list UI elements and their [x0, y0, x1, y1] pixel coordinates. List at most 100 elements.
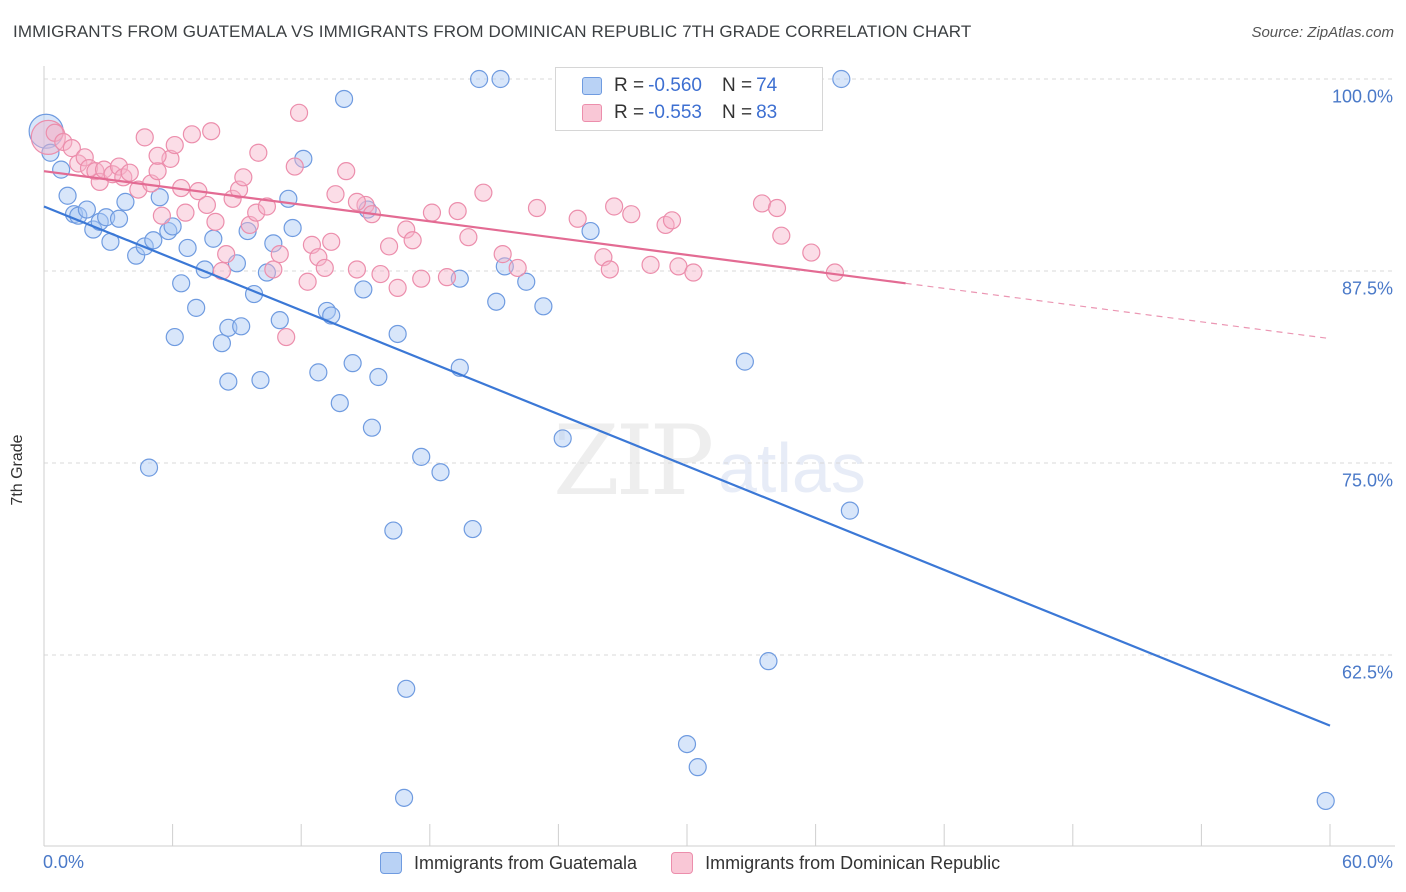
data-point-guatemala — [384, 521, 403, 540]
data-point-dominican — [182, 125, 201, 144]
stats-legend: R = -0.560 N = 74 R = -0.553 N = 83 — [555, 67, 823, 131]
data-point-dominican — [212, 261, 231, 281]
data-point-dominican — [767, 198, 787, 218]
data-point-dominican — [662, 211, 682, 230]
data-point-dominican — [600, 260, 619, 279]
data-point-guatemala — [412, 447, 431, 466]
chart-title: IMMIGRANTS FROM GUATEMALA VS IMMIGRANTS … — [13, 22, 972, 41]
data-point-guatemala — [163, 217, 182, 236]
data-point-dominican — [379, 237, 399, 256]
x-tick-label-min: 0.0% — [43, 852, 85, 872]
data-point-guatemala — [517, 272, 536, 291]
data-point-guatemala — [187, 298, 206, 317]
legend-swatch-guatemala — [380, 852, 402, 874]
data-point-guatemala — [394, 788, 414, 807]
data-point-dominican — [641, 255, 660, 274]
data-point-guatemala — [172, 274, 191, 293]
data-point-guatemala — [362, 418, 382, 437]
data-point-dominican — [493, 245, 512, 264]
data-point-guatemala — [212, 334, 231, 353]
data-point-guatemala — [491, 69, 510, 89]
data-point-dominican — [403, 231, 422, 250]
data-point-guatemala — [487, 292, 506, 311]
data-point-guatemala — [463, 519, 482, 539]
data-point-guatemala — [178, 238, 197, 258]
data-point-dominican — [388, 278, 407, 297]
data-point-guatemala — [219, 372, 238, 391]
data-point-guatemala — [840, 501, 859, 520]
data-point-dominican — [422, 203, 442, 222]
data-point-guatemala — [150, 188, 169, 207]
legend-r-value: -0.553 — [648, 102, 702, 123]
data-point-dominican — [309, 248, 328, 267]
data-point-guatemala — [534, 297, 553, 316]
data-point-guatemala — [139, 458, 159, 477]
data-point-dominican — [347, 260, 367, 279]
source-label: Source: ZipAtlas.com — [1251, 24, 1394, 41]
data-point-dominican — [270, 245, 289, 264]
legend-n-label: N = — [721, 75, 753, 96]
data-point-dominican — [62, 139, 81, 158]
data-point-guatemala — [397, 679, 416, 698]
axes — [43, 66, 1395, 847]
legend-label-guatemala: Immigrants from Guatemala — [414, 852, 638, 873]
data-point-dominican — [120, 163, 139, 182]
data-point-dominican — [605, 197, 624, 216]
data-point-dominican — [347, 192, 367, 211]
data-point-dominican — [217, 245, 236, 264]
data-point-dominican — [176, 203, 195, 222]
data-point-dominican — [247, 203, 266, 222]
data-point-dominican — [197, 195, 216, 215]
data-point-dominican — [289, 103, 309, 122]
data-point-dominican — [234, 168, 253, 187]
data-point-dominican — [322, 232, 341, 251]
trend-line-guatemala — [43, 205, 1331, 727]
data-point-guatemala — [251, 370, 270, 390]
data-point-dominican — [148, 146, 167, 165]
y-tick-label: 87.5% — [1341, 278, 1393, 299]
data-point-guatemala — [330, 393, 349, 413]
data-point-guatemala — [283, 218, 302, 238]
data-point-guatemala — [270, 311, 289, 330]
legend-row-guatemala: R = -0.560 N = 74 — [582, 74, 777, 98]
data-point-guatemala — [77, 200, 96, 219]
x-tick-label-max: 60.0% — [1341, 852, 1393, 872]
data-point-guatemala — [1316, 791, 1335, 811]
trend-lines — [43, 170, 1331, 727]
data-point-guatemala — [343, 354, 362, 373]
data-point-dominican — [298, 272, 317, 291]
data-point-dominican — [315, 258, 334, 278]
legend-row-dominican: R = -0.553 N = 83 — [582, 101, 777, 125]
data-point-guatemala — [232, 317, 251, 336]
data-point-dominican — [412, 269, 431, 288]
data-point-dominican — [527, 198, 547, 218]
data-point-guatemala — [469, 69, 489, 89]
data-point-dominican — [326, 185, 345, 204]
data-point-dominican — [397, 220, 416, 239]
data-point-dominican — [135, 128, 154, 147]
legend-r-value: -0.560 — [648, 75, 702, 96]
data-point-dominican — [148, 162, 167, 181]
data-point-guatemala — [677, 734, 697, 754]
trend-line-dominican-extension — [905, 282, 1331, 340]
data-point-dominican — [152, 206, 171, 225]
data-point-dominican — [448, 201, 467, 221]
data-point-dominican — [206, 212, 225, 231]
data-point-guatemala — [431, 463, 450, 482]
data-point-dominican — [474, 183, 493, 202]
data-point-dominican — [508, 258, 527, 278]
trend-line-dominican — [43, 170, 906, 285]
data-point-dominican — [75, 148, 94, 167]
legend-label-dominican: Immigrants from Dominican Republic — [705, 852, 1001, 873]
legend-r-label: R = — [614, 75, 645, 96]
data-point-guatemala — [165, 327, 184, 347]
data-point-guatemala — [109, 209, 129, 228]
legend-n-label: N = — [721, 102, 753, 123]
data-point-dominican — [437, 268, 457, 287]
data-point-dominican — [277, 327, 296, 347]
y-axis-label: 7th Grade — [9, 434, 26, 506]
data-point-dominican — [371, 264, 390, 284]
data-point-dominican — [622, 205, 641, 224]
data-point-dominican — [285, 157, 304, 176]
